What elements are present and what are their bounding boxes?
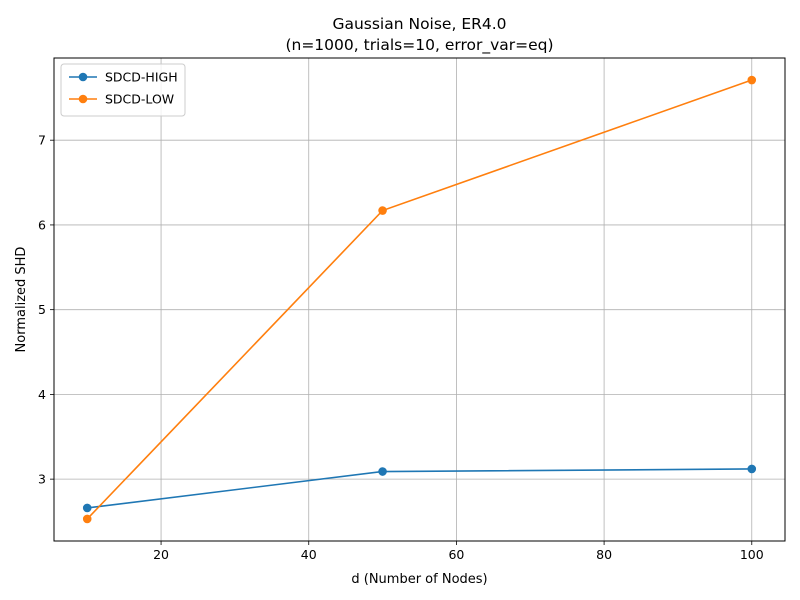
legend-swatch-marker [78, 72, 88, 82]
y-tick-label: 5 [38, 302, 46, 317]
data-point [82, 514, 92, 524]
grid [54, 58, 785, 541]
legend: SDCD-HIGH SDCD-LOW [60, 63, 186, 117]
series-line [87, 468, 752, 509]
data-point [378, 206, 387, 215]
x-tick-label: 40 [301, 547, 317, 562]
y-axis-label: Normalized SHD [14, 247, 29, 353]
data-point [747, 464, 757, 474]
x-tick-label: 80 [596, 547, 612, 562]
y-tick-label: 4 [38, 387, 46, 402]
legend-label: SDCD-LOW [105, 92, 174, 107]
chart-subtitle: (n=1000, trials=10, error_var=eq) [285, 36, 553, 55]
series-line [86, 79, 753, 520]
data-point [378, 467, 387, 476]
legend-swatch-marker [78, 94, 88, 104]
y-tick-label: 3 [38, 472, 46, 487]
x-axis-label: d (Number of Nodes) [351, 572, 487, 587]
data-point [82, 503, 92, 513]
x-tick-label: 100 [740, 547, 764, 562]
y-tick-label: 6 [38, 217, 46, 232]
data-point [747, 75, 757, 85]
legend-label: SDCD-HIGH [105, 70, 178, 85]
series-layer [82, 75, 757, 524]
ticks: 20 40 60 80 100 3 4 5 6 7 [38, 133, 764, 562]
x-tick-label: 60 [448, 547, 464, 562]
plot-frame [53, 57, 786, 542]
x-tick-label: 20 [153, 547, 169, 562]
y-tick-label: 7 [38, 133, 46, 148]
chart-title: Gaussian Noise, ER4.0 [332, 15, 506, 33]
